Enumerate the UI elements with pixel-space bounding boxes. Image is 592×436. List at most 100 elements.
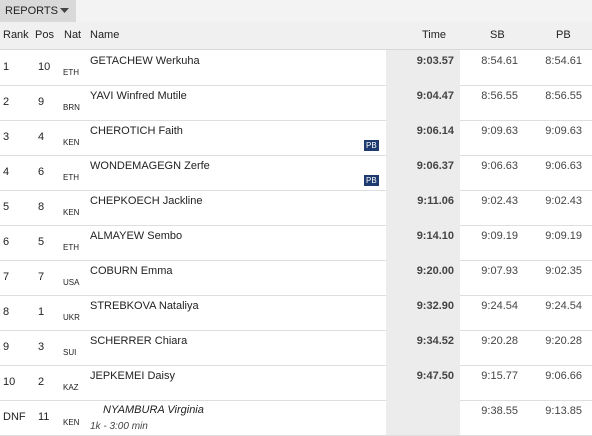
position: 3 [38, 341, 45, 353]
season-best: 9:38.55 [481, 405, 518, 417]
personal-best: 9:13.85 [545, 405, 582, 417]
athlete-name[interactable]: STREBKOVA Nataliya [90, 300, 199, 312]
column-label: SB [490, 29, 505, 41]
time-cell [386, 85, 460, 120]
time-cell [386, 155, 460, 190]
result-row[interactable]: DNF 11 KEN NYAMBURA Virginia 1k - 3:00 min 9:… [0, 400, 592, 436]
flag [62, 124, 80, 136]
rank: 10 [3, 376, 16, 388]
rank: 8 [3, 306, 10, 318]
time-cell [386, 50, 460, 85]
time: 9:32.90 [416, 300, 454, 312]
nat-code: SUI [63, 348, 77, 357]
time-cell [386, 400, 460, 435]
position: 10 [38, 61, 51, 73]
rank: 5 [3, 201, 10, 213]
athlete-name[interactable]: WONDEMAGEGN Zerfe [90, 160, 210, 172]
athlete-name[interactable]: ALMAYEW Sembo [90, 230, 183, 242]
column-label: Rank [3, 29, 29, 41]
result-row[interactable]: 7 7 USA COBURN Emma 9:20.00 9:07.93 9:02.35 [0, 260, 592, 296]
personal-best: 9:20.28 [545, 335, 582, 347]
season-best: 9:09.63 [481, 125, 518, 137]
column-label: Nat [64, 29, 82, 41]
personal-best: 8:56.55 [545, 90, 582, 102]
athlete-name[interactable]: NYAMBURA Virginia [103, 404, 204, 416]
column-label: Name [90, 29, 120, 41]
rank-change-icon [11, 59, 20, 73]
rank-change-icon [11, 164, 20, 178]
time-cell [386, 365, 460, 400]
record-badge: PB [364, 140, 379, 151]
rank-change-icon [11, 129, 20, 143]
season-best: 9:07.93 [481, 265, 518, 277]
result-row[interactable]: 1 10 ETH GETACHEW Werkuha 9:03.57 8:54.61 8:54… [0, 50, 592, 86]
rank: 1 [3, 61, 10, 73]
time-cell [386, 190, 460, 225]
time-cell [386, 120, 460, 155]
time: 9:34.52 [416, 335, 454, 347]
column-header: Rank Pos Nat Name Time SB PB [0, 22, 592, 50]
flag [62, 369, 80, 381]
rank-change-icon [11, 339, 20, 353]
time: 9:03.57 [416, 55, 454, 67]
personal-best: 9:02.43 [545, 195, 582, 207]
position: 7 [38, 271, 45, 283]
position: 2 [38, 376, 45, 388]
personal-best: 9:09.19 [545, 230, 582, 242]
position: 8 [38, 201, 45, 213]
menu-label[interactable]: REPORTS [5, 5, 58, 17]
season-best: 9:09.19 [481, 230, 518, 242]
personal-best: 9:24.54 [545, 300, 582, 312]
result-row[interactable]: 5 8 KEN CHEPKOECH Jackline 9:11.06 9:02.43 9:0… [0, 190, 592, 226]
position: 9 [38, 96, 45, 108]
flag [62, 159, 80, 171]
status-note: 1k - 3:00 min [90, 421, 148, 432]
rank-change-icon [11, 269, 20, 283]
nat-code: KAZ [63, 383, 79, 392]
athlete-name[interactable]: CHEROTICH Faith [90, 125, 183, 137]
season-best: 8:54.61 [481, 55, 518, 67]
athlete-name[interactable]: SCHERRER Chiara [90, 335, 188, 347]
position: 11 [38, 411, 50, 423]
athlete-name[interactable]: YAVI Winfred Mutile [90, 90, 187, 102]
time: 9:04.47 [416, 90, 454, 102]
rank-change-icon [11, 234, 20, 248]
time-cell [386, 260, 460, 295]
nat-code: BRN [63, 103, 80, 112]
time: 9:47.50 [416, 370, 454, 382]
rank: DNF [3, 411, 26, 423]
nat-code: KEN [63, 418, 80, 427]
runner-icon [88, 404, 101, 419]
result-row[interactable]: 8 1 UKR STREBKOVA Nataliya 9:32.90 9:24.54 9:2… [0, 295, 592, 331]
rank: 9 [3, 341, 10, 353]
season-best: 9:20.28 [481, 335, 518, 347]
athlete-name[interactable]: JEPKEMEI Daisy [90, 370, 175, 382]
rank: 7 [3, 271, 10, 283]
result-row[interactable]: 3 4 KEN CHEROTICH Faith PB 9:06.14 9:09.63 9:09… [0, 120, 592, 156]
result-row[interactable]: 6 5 ETH ALMAYEW Sembo 9:14.10 9:09.19 9:09.19 [0, 225, 592, 261]
result-row[interactable]: 9 3 SUI SCHERRER Chiara 9:34.52 9:20.28 9:20.2… [0, 330, 592, 366]
position: 4 [38, 131, 45, 143]
nat-code: ETH [63, 173, 79, 182]
result-row[interactable]: 4 6 ETH WONDEMAGEGN Zerfe PB 9:06.37 9:06.63 9:… [0, 155, 592, 191]
record-badge: PB [364, 175, 379, 186]
reports-menu[interactable]: REPORTS [0, 0, 76, 22]
dropdown-arrow [60, 8, 69, 13]
flag [62, 89, 80, 101]
personal-best: 9:06.63 [545, 160, 582, 172]
season-best: 9:02.43 [481, 195, 518, 207]
position: 1 [38, 306, 45, 318]
nat-code: KEN [63, 208, 80, 217]
rank: 2 [3, 96, 10, 108]
result-row[interactable]: 2 9 BRN YAVI Winfred Mutile 9:04.47 8:56.55 8:… [0, 85, 592, 121]
rank-change-icon [11, 199, 20, 213]
season-best: 9:06.63 [481, 160, 518, 172]
athlete-name[interactable]: COBURN Emma [90, 265, 173, 277]
athlete-name[interactable]: GETACHEW Werkuha [90, 55, 200, 67]
flag [62, 229, 80, 241]
athlete-name[interactable]: CHEPKOECH Jackline [90, 195, 203, 207]
result-row[interactable]: 10 2 KAZ JEPKEMEI Daisy 9:47.50 9:15.77 9:06.6… [0, 365, 592, 401]
nat-code: UKR [63, 313, 80, 322]
position: 5 [38, 236, 45, 248]
